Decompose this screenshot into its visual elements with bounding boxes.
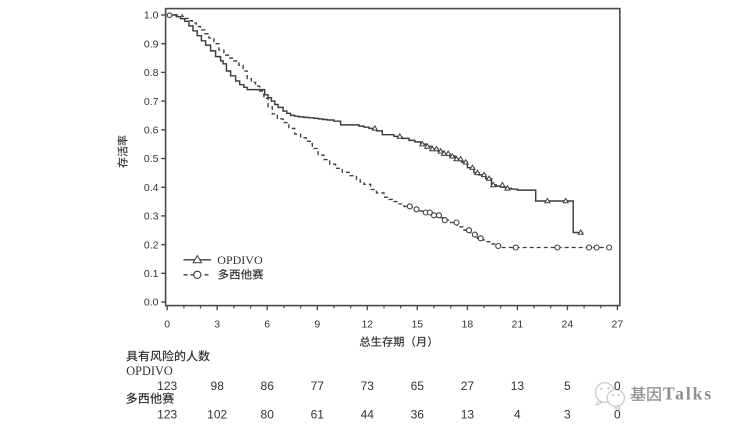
svg-text:0: 0 [614,379,621,393]
svg-text:65: 65 [411,379,425,393]
svg-text:24: 24 [562,319,574,331]
svg-text:13: 13 [461,407,475,421]
svg-text:15: 15 [411,319,423,331]
svg-text:44: 44 [361,407,375,421]
svg-text:123: 123 [157,407,177,421]
svg-text:27: 27 [612,319,624,331]
svg-text:0.2: 0.2 [144,239,159,251]
svg-text:0: 0 [614,407,621,421]
svg-text:0.6: 0.6 [144,125,159,137]
svg-text:OPDIVO: OPDIVO [217,253,263,267]
svg-text:0.1: 0.1 [144,268,159,280]
svg-text:0: 0 [164,319,170,331]
svg-text:4: 4 [514,407,521,421]
svg-text:77: 77 [311,379,325,393]
svg-text:102: 102 [207,407,227,421]
svg-text:21: 21 [512,319,524,331]
svg-text:86: 86 [261,379,275,393]
svg-text:5: 5 [564,379,571,393]
svg-text:12: 12 [361,319,373,331]
svg-text:61: 61 [311,407,325,421]
svg-text:0.8: 0.8 [144,67,159,79]
svg-text:3: 3 [564,407,571,421]
svg-text:0.9: 0.9 [144,38,159,50]
svg-text:Talks: Talks [663,384,713,404]
svg-text:27: 27 [461,379,475,393]
svg-text:1.0: 1.0 [144,10,159,22]
svg-text:0.5: 0.5 [144,153,159,165]
svg-text:18: 18 [462,319,474,331]
svg-text:0.4: 0.4 [144,182,159,194]
svg-text:0.0: 0.0 [144,297,159,309]
svg-text:98: 98 [211,379,225,393]
svg-text:73: 73 [361,379,375,393]
svg-text:6: 6 [264,319,270,331]
svg-text:9: 9 [314,319,320,331]
svg-text:36: 36 [411,407,425,421]
svg-text:0.7: 0.7 [144,96,159,108]
svg-text:OPDIVO: OPDIVO [126,364,173,378]
svg-text:0.3: 0.3 [144,211,159,223]
svg-text:123: 123 [157,379,177,393]
svg-text:13: 13 [511,379,525,393]
svg-text:80: 80 [261,407,275,421]
svg-text:3: 3 [214,319,220,331]
